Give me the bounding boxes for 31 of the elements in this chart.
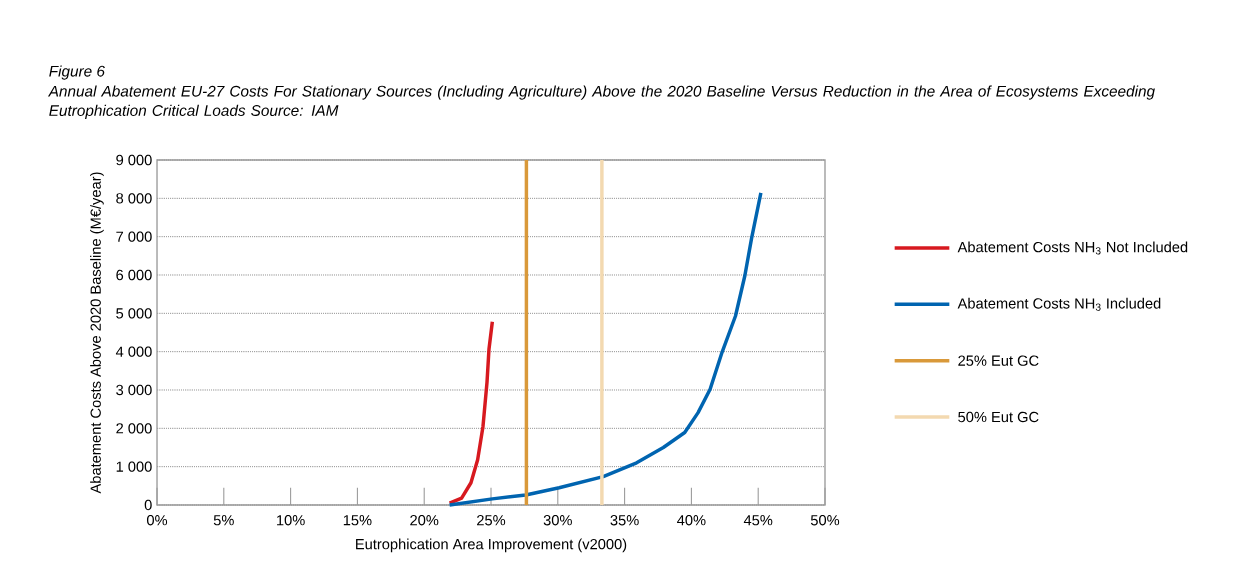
- x-tick-label: 35%: [610, 515, 639, 526]
- x-tick-label: 30%: [543, 515, 572, 526]
- legend-label: 25% Eut GC: [958, 355, 1039, 366]
- x-tick-label: 25%: [477, 515, 506, 526]
- y-tick-label: 6 000: [116, 269, 152, 281]
- y-tick-label: 8 000: [116, 193, 152, 204]
- y-tick-label: 5 000: [116, 308, 152, 319]
- x-tick-label: 20%: [410, 515, 439, 526]
- y-tick-label: 1 000: [116, 461, 152, 472]
- y-tick-label: 2 000: [116, 423, 152, 434]
- chart-title: Figure 6: [49, 65, 105, 80]
- x-tick-label: 45%: [743, 515, 773, 526]
- line-series: [447, 191, 763, 507]
- x-tick-label: 15%: [343, 515, 372, 526]
- y-tick-label: 0: [144, 499, 152, 511]
- y-tick-label: 9 000: [116, 154, 152, 166]
- x-tick-label: 0%: [146, 515, 168, 526]
- line-series: [447, 320, 495, 505]
- legend-label: 50% Eut GC: [958, 411, 1039, 423]
- legend-label: Abatement Costs NH$_{3}$ Included: [957, 297, 1161, 311]
- x-tick-label: 50%: [810, 515, 840, 526]
- x-tick-label: 5%: [213, 515, 234, 526]
- chart-subtitle: Annual Abatement EU-27 Costs For Stationary Sources (Including Agriculture) Above the 2020 Baseline Versus Reduction in the Area of Ecosystems Exceeding Eutrophication Critical Loads Source: IAM: [47, 85, 1155, 119]
- x-tick-label: 10%: [277, 515, 305, 526]
- x-axis-title: Eutrophication Area Improvement (v2000): [356, 538, 627, 553]
- y-axis-title: Abatement Costs Above 2020 Baseline (M€/year): [90, 172, 104, 494]
- legend-label: Abatement Costs NH$_{3}$ Not Included: [957, 241, 1188, 255]
- y-tick-label: 7 000: [116, 231, 152, 242]
- y-tick-label: 4 000: [115, 346, 152, 357]
- y-tick-label: 3 000: [116, 384, 152, 396]
- x-tick-label: 40%: [677, 515, 706, 526]
